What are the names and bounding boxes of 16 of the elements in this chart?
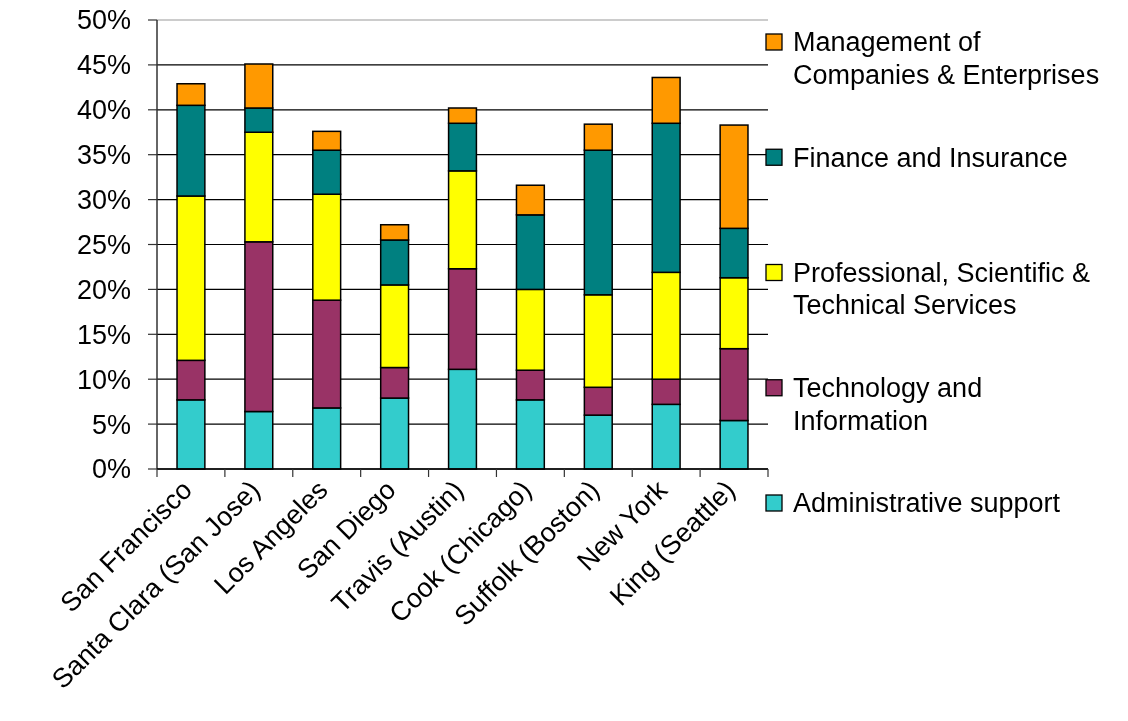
y-tick-label: 50% (76, 5, 131, 36)
legend-label: Professional, Scientific & Technical Services (793, 257, 1091, 321)
legend-label: Administrative support (793, 488, 1061, 519)
y-tick-label: 5% (91, 409, 131, 440)
legend-label: Technology and Information (793, 373, 983, 436)
y-tick-label: 25% (76, 229, 131, 260)
y-tick-label: 30% (76, 185, 131, 216)
y-tick-label: 40% (76, 95, 131, 126)
y-tick-label: 0% (91, 454, 131, 485)
y-tick-label: 10% (76, 364, 131, 395)
y-tick-label: 15% (76, 319, 131, 350)
y-tick-label: 45% (76, 50, 131, 81)
legend-label: Finance and Insurance (793, 142, 1068, 173)
y-tick-label: 20% (76, 274, 131, 305)
legend-label: Management of Companies & Enterprises (793, 27, 1100, 90)
y-tick-label: 35% (76, 140, 131, 171)
